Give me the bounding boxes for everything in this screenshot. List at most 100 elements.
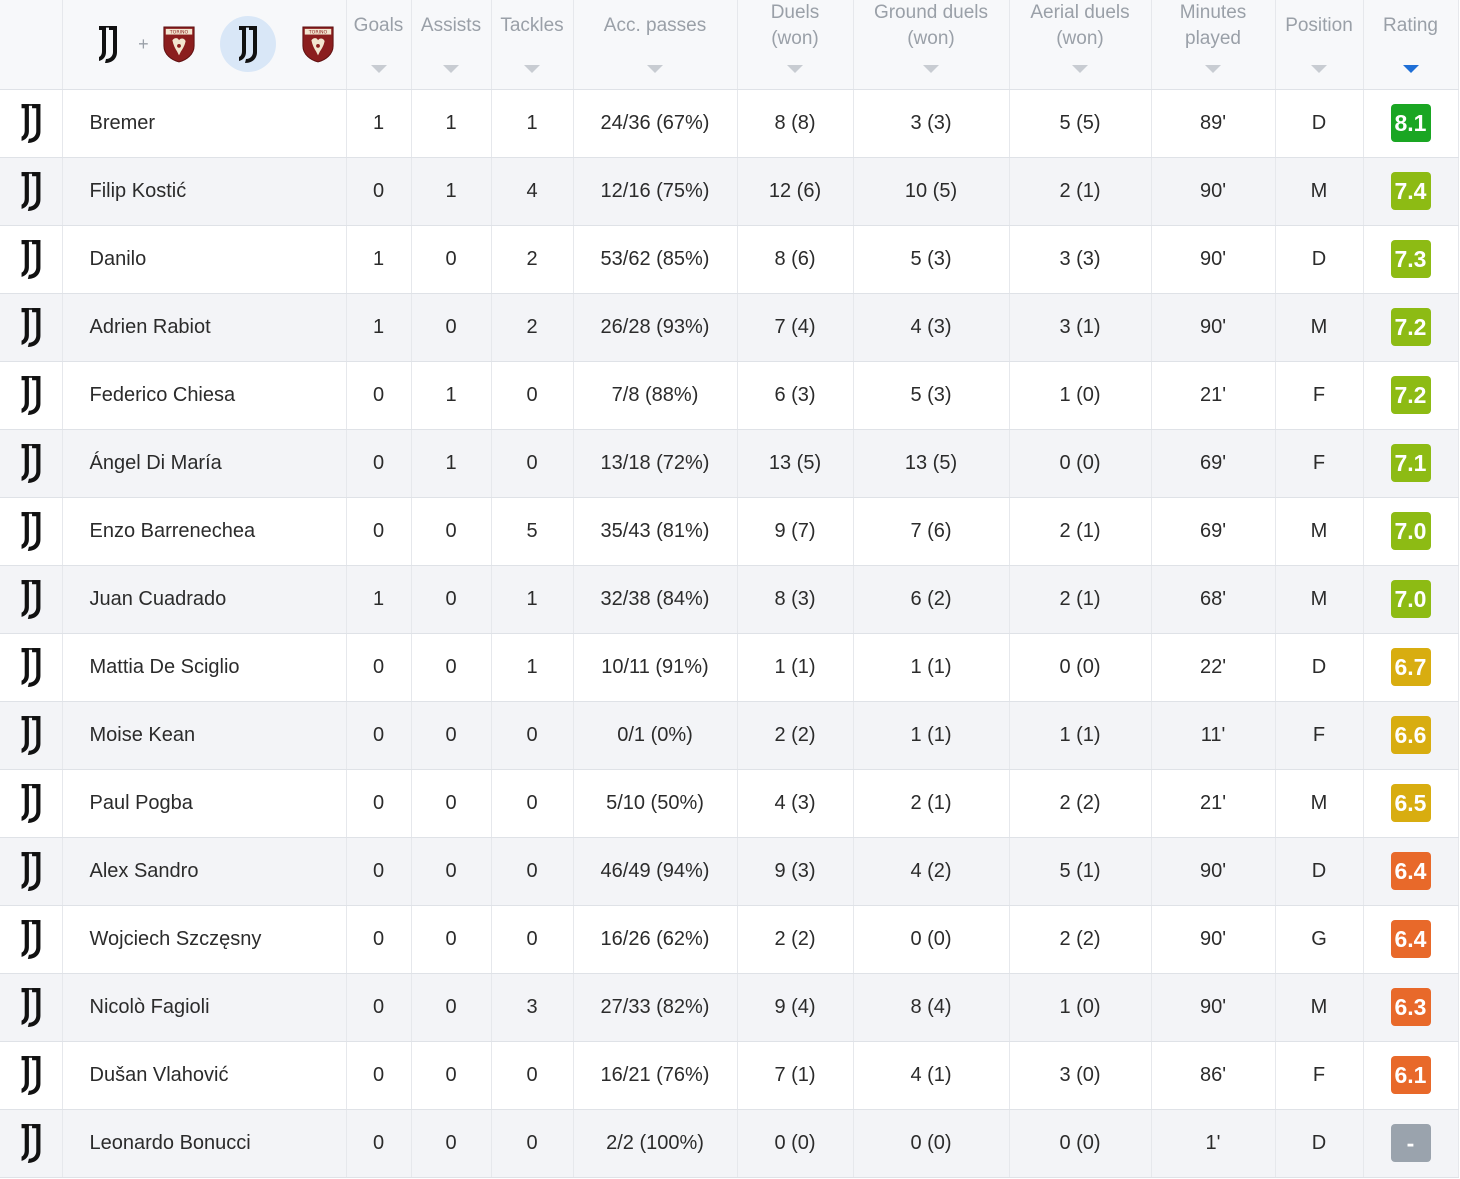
column-header-assists[interactable]: Assists: [411, 0, 492, 90]
player-name[interactable]: Leonardo Bonucci: [62, 1109, 347, 1178]
team-filter-both-torino[interactable]: [151, 16, 207, 72]
column-header-position[interactable]: Position: [1275, 0, 1364, 90]
table-row[interactable]: Bremer 1 1 1 24/36 (67%) 8 (8) 3 (3) 5 (5) 89' D 8…: [0, 89, 1459, 158]
tackles-cell: 4: [491, 157, 574, 226]
tackles-cell: 0: [491, 905, 574, 974]
table-row[interactable]: Alex Sandro 0 0 0 46/49 (94%) 9 (3) 4 (2) 5 (1)…: [0, 837, 1459, 906]
table-row[interactable]: Danilo 1 0 2 53/62 (85%) 8 (6) 5 (3) 3 (3) 90' D 7…: [0, 225, 1459, 294]
table-row[interactable]: Wojciech Szczęsny 0 0 0 16/26 (62%) 2 (2) 0 (0…: [0, 905, 1459, 974]
player-name[interactable]: Bremer: [62, 89, 347, 158]
player-name[interactable]: Filip Kostić: [62, 157, 347, 226]
juventus-logo-icon: [18, 306, 44, 348]
goals-cell: 0: [346, 1041, 412, 1110]
column-header-goals[interactable]: Goals: [346, 0, 412, 90]
table-row[interactable]: Federico Chiesa 0 1 0 7/8 (88%) 6 (3) 5 (3) 1 (…: [0, 361, 1459, 430]
juventus-logo-icon: [18, 442, 44, 484]
sort-arrow-icon: [443, 64, 459, 73]
duels-cell: 6 (3): [737, 361, 854, 430]
ground-duels-cell: 5 (3): [853, 225, 1010, 294]
acc-passes-cell: 35/43 (81%): [573, 497, 738, 566]
table-row[interactable]: Filip Kostić 0 1 4 12/16 (75%) 12 (6) 10 (5) 2 …: [0, 157, 1459, 226]
acc-passes-cell: 7/8 (88%): [573, 361, 738, 430]
column-header-duels[interactable]: Duels (won): [737, 0, 854, 90]
column-header-rating[interactable]: Rating: [1363, 0, 1459, 90]
minutes-played-cell: 90': [1151, 905, 1276, 974]
column-header-aerial-duels[interactable]: Aerial duels (won): [1009, 0, 1152, 90]
player-name[interactable]: Federico Chiesa: [62, 361, 347, 430]
player-name[interactable]: Mattia De Sciglio: [62, 633, 347, 702]
table-row[interactable]: Enzo Barrenechea 0 0 5 35/43 (81%) 9 (7) 7 (6)…: [0, 497, 1459, 566]
table-row[interactable]: Mattia De Sciglio 0 0 1 10/11 (91%) 1 (1) 1 (1…: [0, 633, 1459, 702]
aerial-duels-cell: 2 (1): [1009, 497, 1152, 566]
table-row[interactable]: Ángel Di María 0 1 0 13/18 (72%) 13 (5) 13 (5)…: [0, 429, 1459, 498]
table-row[interactable]: Dušan Vlahović 0 0 0 16/21 (76%) 7 (1) 4 (1) 3 …: [0, 1041, 1459, 1110]
assists-cell: 0: [411, 1041, 492, 1110]
assists-cell: 0: [411, 293, 492, 362]
assists-cell: 1: [411, 429, 492, 498]
duels-cell: 8 (8): [737, 89, 854, 158]
column-header-ground-duels[interactable]: Ground duels (won): [853, 0, 1010, 90]
juventus-logo-icon: [18, 714, 44, 756]
table-row[interactable]: Juan Cuadrado 1 0 1 32/38 (84%) 8 (3) 6 (2) 2 (…: [0, 565, 1459, 634]
goals-cell: 0: [346, 157, 412, 226]
rating-badge: 6.4: [1390, 852, 1431, 890]
assists-cell: 0: [411, 769, 492, 838]
rating-cell: -: [1363, 1109, 1459, 1178]
player-name[interactable]: Dušan Vlahović: [62, 1041, 347, 1110]
table-row[interactable]: Nicolò Fagioli 0 0 3 27/33 (82%) 9 (4) 8 (4) 1 …: [0, 973, 1459, 1042]
column-label-ground-duels: Ground duels: [873, 2, 989, 23]
team-logo-cell: [0, 837, 63, 906]
team-filter-both-juventus[interactable]: [81, 16, 137, 72]
table-row[interactable]: Adrien Rabiot 1 0 2 26/28 (93%) 7 (4) 4 (3) 3 (…: [0, 293, 1459, 362]
column-label-goals: Goals: [353, 15, 404, 36]
player-name[interactable]: Juan Cuadrado: [62, 565, 347, 634]
column-header-acc-passes[interactable]: Acc. passes: [573, 0, 738, 90]
aerial-duels-cell: 2 (1): [1009, 565, 1152, 634]
rating-badge: 7.0: [1390, 512, 1431, 550]
ground-duels-cell: 5 (3): [853, 361, 1010, 430]
minutes-played-cell: 68': [1151, 565, 1276, 634]
player-name[interactable]: Enzo Barrenechea: [62, 497, 347, 566]
team-logo-cell: [0, 905, 63, 974]
table-row[interactable]: Moise Kean 0 0 0 0/1 (0%) 2 (2) 1 (1) 1 (1) 11' F…: [0, 701, 1459, 770]
table-row[interactable]: Leonardo Bonucci 0 0 0 2/2 (100%) 0 (0) 0 (0) 0…: [0, 1109, 1459, 1178]
column-header-minutes-played[interactable]: Minutes played: [1151, 0, 1276, 90]
player-name[interactable]: Alex Sandro: [62, 837, 347, 906]
tackles-cell: 0: [491, 361, 574, 430]
column-label-duels-won: (won): [771, 28, 819, 49]
player-name[interactable]: Ángel Di María: [62, 429, 347, 498]
column-header-tackles[interactable]: Tackles: [491, 0, 574, 90]
assists-cell: 0: [411, 497, 492, 566]
team-filter-torino[interactable]: [290, 16, 346, 72]
plus-icon: +: [138, 34, 149, 55]
assists-cell: 0: [411, 973, 492, 1042]
sort-arrow-icon: [1205, 64, 1221, 73]
position-cell: M: [1275, 293, 1364, 362]
player-name[interactable]: Adrien Rabiot: [62, 293, 347, 362]
table-row[interactable]: Paul Pogba 0 0 0 5/10 (50%) 4 (3) 2 (1) 2 (2) 21…: [0, 769, 1459, 838]
goals-cell: 0: [346, 1109, 412, 1178]
duels-cell: 1 (1): [737, 633, 854, 702]
rating-cell: 6.7: [1363, 633, 1459, 702]
goals-cell: 0: [346, 973, 412, 1042]
tackles-cell: 2: [491, 225, 574, 294]
team-filter-juventus[interactable]: [220, 16, 276, 73]
player-name[interactable]: Nicolò Fagioli: [62, 973, 347, 1042]
rating-cell: 6.4: [1363, 905, 1459, 974]
aerial-duels-cell: 0 (0): [1009, 633, 1152, 702]
column-label-aerial-duels: Aerial duels: [1030, 2, 1130, 23]
player-name[interactable]: Danilo: [62, 225, 347, 294]
aerial-duels-cell: 3 (1): [1009, 293, 1152, 362]
acc-passes-cell: 24/36 (67%): [573, 89, 738, 158]
player-name[interactable]: Paul Pogba: [62, 769, 347, 838]
player-name[interactable]: Wojciech Szczęsny: [62, 905, 347, 974]
aerial-duels-cell: 1 (0): [1009, 973, 1152, 1042]
juventus-logo-icon: [18, 578, 44, 620]
assists-cell: 1: [411, 157, 492, 226]
ground-duels-cell: 7 (6): [853, 497, 1010, 566]
minutes-played-cell: 21': [1151, 769, 1276, 838]
player-name[interactable]: Moise Kean: [62, 701, 347, 770]
juventus-logo-icon: [95, 24, 121, 64]
assists-cell: 0: [411, 225, 492, 294]
duels-cell: 9 (4): [737, 973, 854, 1042]
